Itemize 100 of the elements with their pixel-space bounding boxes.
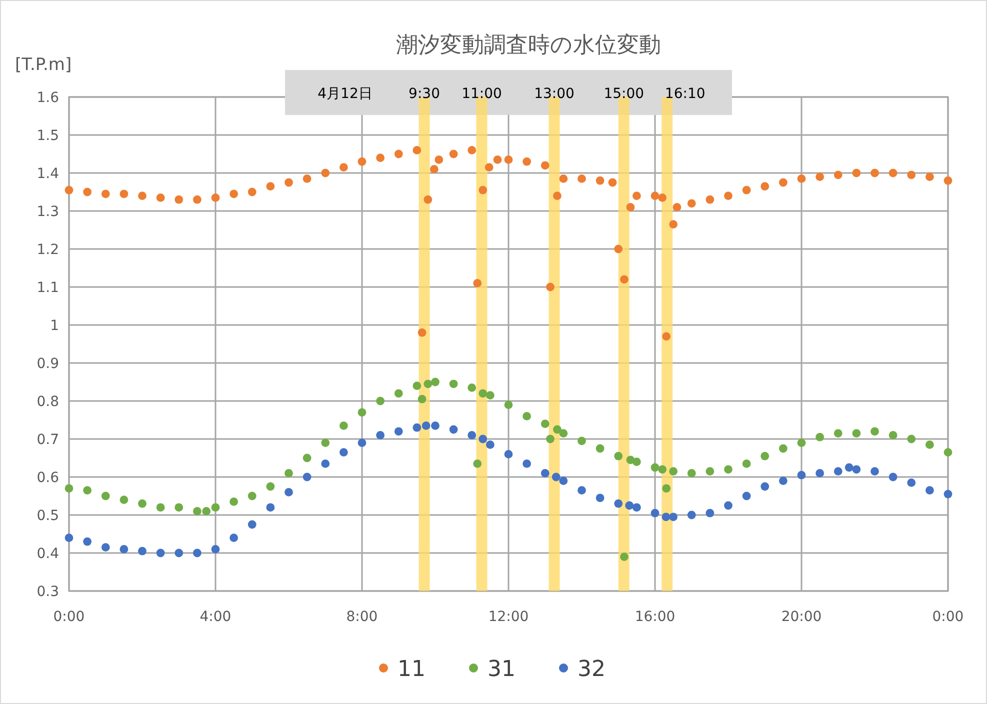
point <box>211 503 220 512</box>
y-tick-label: 1.3 <box>36 204 59 220</box>
band-label: 13:00 <box>534 86 574 102</box>
point <box>778 476 788 485</box>
point <box>394 427 403 436</box>
point <box>468 431 476 440</box>
point <box>632 458 641 466</box>
point <box>852 429 861 438</box>
point <box>834 429 842 438</box>
point <box>302 454 312 462</box>
point <box>486 391 494 400</box>
point <box>138 499 146 508</box>
point <box>578 436 586 446</box>
point <box>64 534 74 542</box>
legend-label: 11 <box>398 657 426 682</box>
point <box>724 501 732 510</box>
y-tick-label: 1.5 <box>36 128 59 144</box>
point <box>174 503 184 512</box>
point <box>424 380 432 388</box>
y-tick-label: 1.1 <box>36 280 59 296</box>
point <box>662 512 670 522</box>
point <box>120 545 128 554</box>
point <box>852 465 861 474</box>
point <box>478 389 488 398</box>
point <box>83 537 92 546</box>
point <box>394 389 403 398</box>
annotation: 4月12日 <box>318 86 372 102</box>
point <box>944 448 952 456</box>
point <box>156 503 165 512</box>
point <box>101 543 110 552</box>
point <box>473 460 482 468</box>
chart-title: 潮汐変動調査時の水位変動 <box>396 33 661 58</box>
point <box>192 507 202 516</box>
point <box>449 380 458 388</box>
point <box>449 425 458 434</box>
x-tick-label: 16:00 <box>634 609 676 625</box>
y-tick-label: 1 <box>50 318 59 334</box>
point <box>192 548 202 558</box>
x-tick-label: 12:00 <box>488 609 529 625</box>
point <box>230 498 238 506</box>
point <box>522 460 532 468</box>
point <box>925 440 934 449</box>
point <box>412 382 422 390</box>
point <box>870 427 879 436</box>
point <box>559 476 568 485</box>
y-tick-label: 0.4 <box>36 546 60 562</box>
point <box>553 425 562 434</box>
point <box>907 478 916 487</box>
x-tick-label: 20:00 <box>781 609 822 625</box>
point <box>540 420 550 428</box>
point <box>944 490 952 498</box>
y-tick-label: 0.7 <box>36 432 59 448</box>
point <box>248 492 256 500</box>
point <box>662 484 671 493</box>
x-tick-label: 0:00 <box>932 609 964 625</box>
point <box>284 469 293 478</box>
point <box>230 534 238 542</box>
point <box>559 429 568 438</box>
point <box>321 460 330 468</box>
x-tick-label: 0:00 <box>53 609 85 625</box>
point <box>522 412 532 420</box>
x-tick-label: 4:00 <box>200 609 232 625</box>
y-tick-label: 0.5 <box>36 508 59 524</box>
point <box>339 448 348 456</box>
y-tick-label: 0.8 <box>36 394 59 410</box>
point <box>578 486 586 494</box>
point <box>658 465 667 474</box>
legend-label: 32 <box>578 657 606 682</box>
point <box>620 552 628 561</box>
point <box>138 546 146 556</box>
point <box>211 545 220 554</box>
band-label: 11:00 <box>462 86 502 102</box>
point <box>266 482 275 491</box>
point <box>339 422 348 430</box>
point <box>156 548 165 558</box>
y-tick-label: 1.4 <box>36 166 60 182</box>
band-label: 15:00 <box>604 86 644 102</box>
point <box>687 469 696 478</box>
point <box>650 463 660 472</box>
point <box>596 444 604 453</box>
point <box>376 431 385 440</box>
point <box>778 444 788 453</box>
x-tick-label: 8:00 <box>346 609 378 625</box>
point <box>83 486 92 494</box>
point <box>101 492 110 500</box>
point <box>925 486 934 494</box>
point <box>486 440 494 449</box>
point <box>706 467 714 476</box>
point <box>797 470 806 480</box>
point <box>358 438 366 447</box>
point <box>797 438 806 447</box>
y-tick-label: 0.3 <box>36 584 59 600</box>
point <box>907 434 916 444</box>
point <box>742 460 751 468</box>
y-tick-label: 0.9 <box>36 356 59 372</box>
point <box>120 496 128 504</box>
point <box>844 463 854 472</box>
point <box>760 452 770 460</box>
point <box>302 472 312 482</box>
y-tick-label: 1.6 <box>36 90 60 106</box>
